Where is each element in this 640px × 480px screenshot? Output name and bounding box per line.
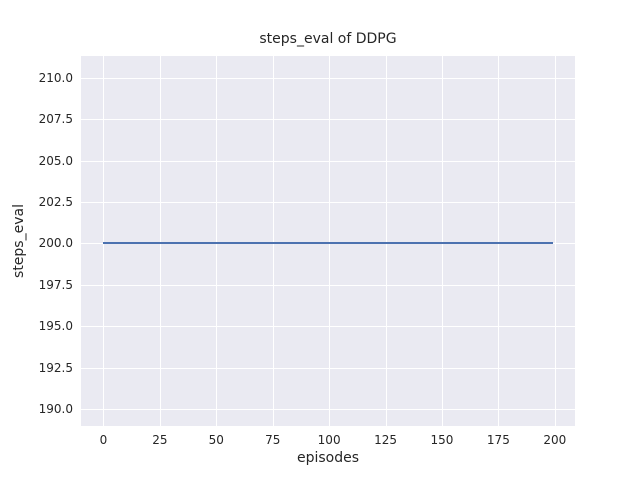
plot-area bbox=[81, 56, 575, 426]
y-tick-label: 207.5 bbox=[38, 112, 73, 127]
x-tick-label: 0 bbox=[99, 433, 108, 447]
gridline-horizontal bbox=[81, 326, 575, 328]
gridline-horizontal bbox=[81, 202, 575, 203]
y-tick-label: 210.0 bbox=[38, 70, 73, 85]
x-tick-label: 150 bbox=[430, 433, 454, 447]
x-tick-label: 100 bbox=[317, 433, 341, 447]
gridline-horizontal bbox=[81, 284, 575, 286]
gridline-horizontal bbox=[81, 77, 575, 79]
y-tick-label: 195.0 bbox=[38, 319, 73, 334]
gridline-horizontal bbox=[81, 119, 575, 121]
x-axis-label: episodes bbox=[296, 450, 360, 466]
x-tick-label: 125 bbox=[374, 433, 397, 447]
y-tick-label: 205.0 bbox=[38, 153, 73, 168]
gridline-vertical bbox=[272, 56, 274, 426]
x-tick-label: 75 bbox=[265, 433, 281, 447]
x-tick-label: 50 bbox=[208, 433, 224, 447]
gridline-vertical bbox=[329, 56, 331, 426]
gridline-vertical bbox=[103, 56, 105, 426]
gridline-vertical bbox=[498, 56, 500, 426]
gridline-vertical bbox=[554, 56, 556, 426]
gridline-horizontal bbox=[81, 409, 575, 411]
y-tick-label: 190.0 bbox=[38, 402, 73, 417]
gridline-vertical bbox=[159, 56, 161, 426]
x-tick-label: 200 bbox=[543, 433, 567, 447]
chart-title: steps_eval of DDPG bbox=[259, 31, 397, 47]
y-tick-label: 192.5 bbox=[38, 360, 73, 375]
y-tick-label: 202.5 bbox=[38, 195, 73, 209]
gridline-vertical bbox=[385, 56, 387, 426]
x-tick-label: 25 bbox=[152, 433, 168, 447]
gridline-horizontal bbox=[81, 160, 575, 162]
x-tick-label: 175 bbox=[486, 433, 510, 447]
y-tick-label: 197.5 bbox=[38, 277, 73, 292]
y-tick-label: 200.0 bbox=[38, 236, 73, 251]
gridline-horizontal bbox=[81, 367, 575, 369]
gridline-vertical bbox=[441, 56, 443, 426]
gridline-vertical bbox=[216, 56, 218, 426]
series-line-ddpg bbox=[103, 242, 553, 245]
